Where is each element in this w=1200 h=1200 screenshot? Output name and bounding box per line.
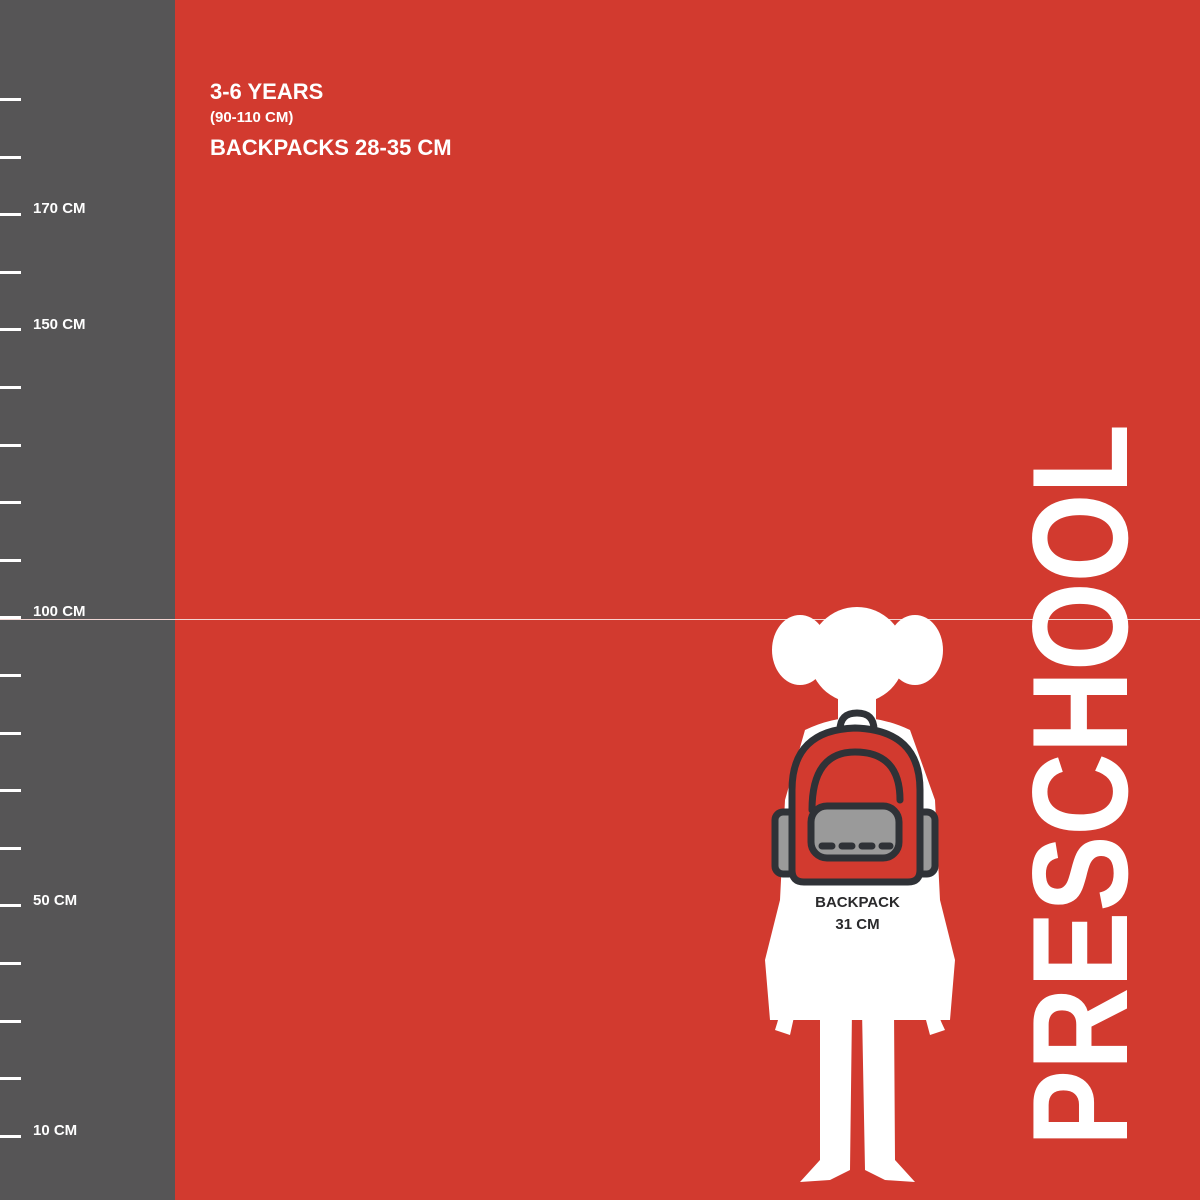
ruler-label-150: 150 CM xyxy=(33,316,86,333)
ruler-tick xyxy=(0,558,21,562)
ruler-tick xyxy=(0,213,21,217)
age-range: 3-6 YEARS xyxy=(210,79,324,104)
ruler-tick xyxy=(0,1134,21,1138)
ruler-tick xyxy=(0,789,21,793)
height-ruler xyxy=(0,0,175,1200)
ruler-tick xyxy=(0,270,21,274)
backpack-icon xyxy=(771,709,939,886)
ruler-tick xyxy=(0,674,21,677)
ruler-label-100: 100 CM xyxy=(33,603,86,620)
100cm-guide-line xyxy=(0,619,1200,620)
backpack-size: 31 CM xyxy=(835,916,880,933)
ruler-tick xyxy=(0,904,21,908)
ruler-tick xyxy=(0,731,21,735)
ruler-tick xyxy=(0,98,21,101)
ruler-label-170: 170 CM xyxy=(33,200,86,217)
backpack-label: BACKPACK xyxy=(815,894,900,911)
ruler-label-50: 50 CM xyxy=(33,892,78,909)
height-range: (90-110 CM) xyxy=(210,109,294,126)
ruler-tick xyxy=(0,962,21,965)
ruler-tick xyxy=(0,1019,21,1023)
ruler-tick xyxy=(0,1077,21,1081)
ruler-tick xyxy=(0,386,21,389)
preschool-title: PRESCHOOL xyxy=(1004,424,1156,1146)
ruler-tick xyxy=(0,501,21,505)
ruler-label-10: 10 CM xyxy=(33,1122,78,1139)
ruler-tick xyxy=(0,328,21,332)
ruler-tick xyxy=(0,846,21,850)
ruler-tick xyxy=(0,155,21,159)
ruler-tick xyxy=(0,616,21,620)
ruler-tick xyxy=(0,443,21,447)
backpack-range: BACKPACKS 28-35 CM xyxy=(210,135,452,160)
